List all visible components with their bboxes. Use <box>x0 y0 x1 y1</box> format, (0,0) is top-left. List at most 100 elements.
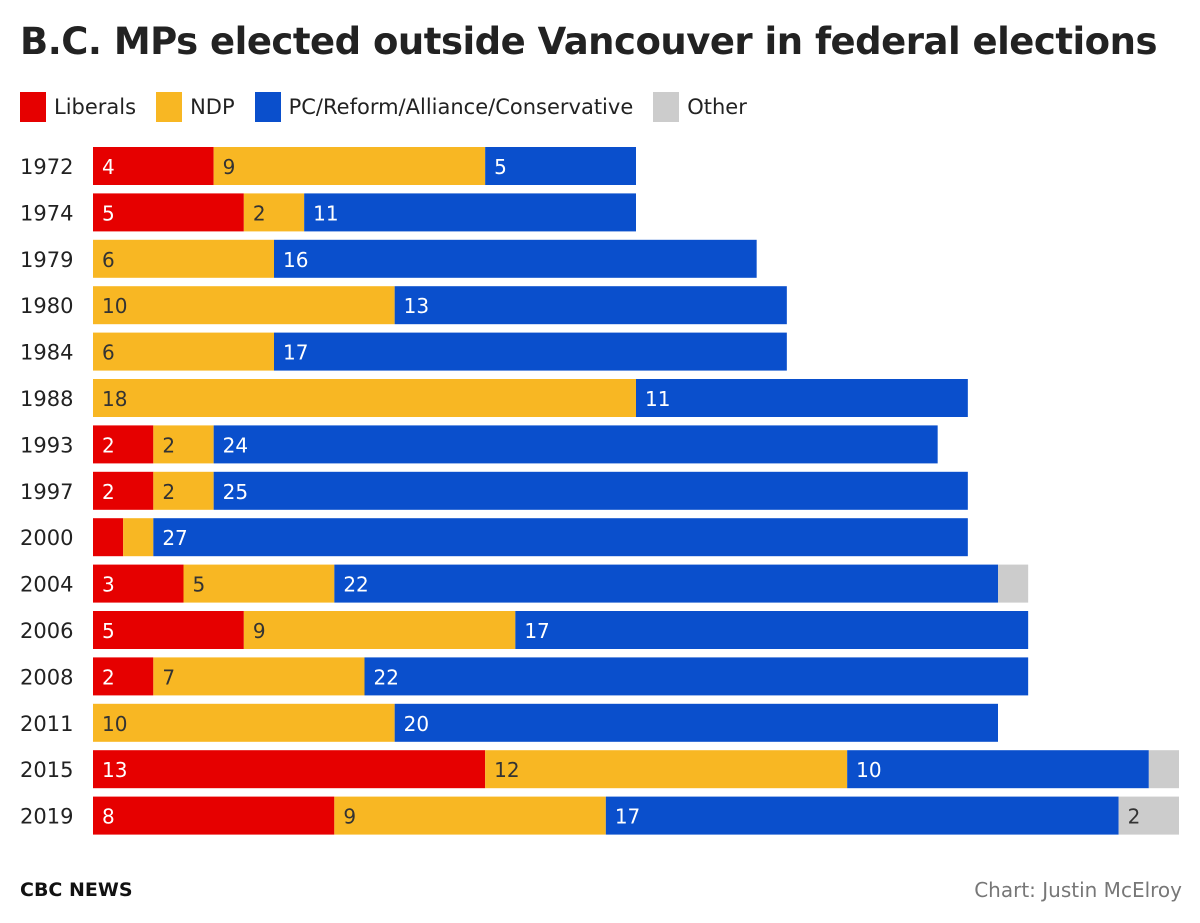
legend-swatch-ndp <box>156 92 183 122</box>
chart-credit: Chart: Justin McElroy <box>974 878 1182 902</box>
bar-label-1972-liberals: 4 <box>102 155 115 179</box>
bar-label-2006-ndp: 9 <box>253 619 266 643</box>
bar-1980-conservative <box>394 286 787 325</box>
bar-label-2004-conservative: 22 <box>343 573 368 597</box>
bar-2006-conservative <box>515 611 1029 649</box>
year-label-1974: 1974 <box>20 201 73 225</box>
bar-1972-liberals <box>93 147 214 185</box>
bar-1974-liberals <box>93 193 244 232</box>
bar-label-1980-conservative: 13 <box>404 294 429 318</box>
bar-label-2015-ndp: 12 <box>494 758 519 782</box>
bar-2000-ndp <box>123 518 154 557</box>
bar-label-2019-ndp: 9 <box>343 805 356 829</box>
bar-label-1997-liberals: 2 <box>102 480 115 504</box>
bar-2019-other <box>1118 796 1179 835</box>
year-label-2019: 2019 <box>20 805 73 829</box>
bar-label-1988-conservative: 11 <box>645 387 670 411</box>
bar-1984-conservative <box>274 332 787 371</box>
bar-label-1993-ndp: 2 <box>162 433 175 457</box>
bar-2004-other <box>998 564 1029 603</box>
bar-2019-liberals <box>93 796 335 835</box>
bar-label-1974-ndp: 2 <box>253 201 266 225</box>
legend-label-conservative: PC/Reform/Alliance/Conservative <box>288 95 634 119</box>
bar-1988-ndp <box>93 379 636 417</box>
year-label-1988: 1988 <box>20 387 73 411</box>
bar-label-2004-liberals: 3 <box>102 573 115 597</box>
year-label-1980: 1980 <box>20 294 73 318</box>
bar-2006-ndp <box>243 611 516 649</box>
bar-1997-ndp <box>153 471 214 510</box>
bar-label-1974-conservative: 11 <box>313 201 338 225</box>
bar-label-1979-ndp: 6 <box>102 248 115 272</box>
bar-label-1993-liberals: 2 <box>102 433 115 457</box>
bar-1997-conservative <box>213 471 968 510</box>
legend-label-ndp: NDP <box>190 95 235 119</box>
bar-label-1993-conservative: 24 <box>223 433 248 457</box>
bar-label-2019-conservative: 17 <box>615 805 640 829</box>
year-label-1984: 1984 <box>20 341 73 365</box>
bar-2019-conservative <box>605 796 1119 835</box>
bar-label-1984-conservative: 17 <box>283 341 308 365</box>
bar-label-1972-ndp: 9 <box>223 155 236 179</box>
legend-label-liberals: Liberals <box>54 95 137 119</box>
bar-label-2006-liberals: 5 <box>102 619 115 643</box>
bar-label-1997-conservative: 25 <box>223 480 248 504</box>
legend-swatch-conservative <box>254 92 281 122</box>
bar-1993-liberals <box>93 425 154 464</box>
bar-1974-conservative <box>304 193 636 232</box>
year-label-2004: 2004 <box>20 573 73 597</box>
bar-1997-liberals <box>93 471 154 510</box>
bar-2015-ndp <box>485 750 848 789</box>
bar-2015-other <box>1148 750 1179 789</box>
bar-label-1972-conservative: 5 <box>494 155 507 179</box>
bar-label-2011-conservative: 20 <box>404 712 429 736</box>
bar-2019-ndp <box>334 796 606 835</box>
legend-item-liberals: Liberals <box>20 92 136 122</box>
bar-label-2008-conservative: 22 <box>374 665 399 689</box>
legend-swatch-liberals <box>20 92 46 122</box>
bar-label-2004-ndp: 5 <box>193 573 206 597</box>
bar-1972-ndp <box>213 147 486 185</box>
bar-2008-conservative <box>364 657 1029 696</box>
bar-1979-ndp <box>93 239 274 278</box>
bar-1993-ndp <box>153 425 214 464</box>
year-label-1972: 1972 <box>20 155 73 179</box>
bar-label-2008-ndp: 7 <box>162 665 175 689</box>
legend-item-conservative: PC/Reform/Alliance/Conservative <box>254 92 634 122</box>
bar-1980-ndp <box>93 286 395 325</box>
year-label-2006: 2006 <box>20 619 73 643</box>
year-label-1979: 1979 <box>20 248 73 272</box>
bar-2015-conservative <box>847 750 1149 789</box>
bar-2004-ndp <box>183 564 335 603</box>
year-label-2011: 2011 <box>20 712 73 736</box>
bar-2008-ndp <box>153 657 365 696</box>
bar-label-2015-conservative: 10 <box>856 758 881 782</box>
bar-label-2000-conservative: 27 <box>162 526 187 550</box>
bar-2004-liberals <box>93 564 184 603</box>
bar-2000-conservative <box>153 518 968 557</box>
bar-2015-liberals <box>93 750 486 789</box>
bar-label-1988-ndp: 18 <box>102 387 127 411</box>
bar-label-2006-conservative: 17 <box>524 619 549 643</box>
legend-item-ndp: NDP <box>156 92 235 122</box>
year-label-2015: 2015 <box>20 758 73 782</box>
bar-label-1979-conservative: 16 <box>283 248 308 272</box>
bar-2006-liberals <box>93 611 244 649</box>
year-label-1997: 1997 <box>20 480 73 504</box>
chart-title: B.C. MPs elected outside Vancouver in fe… <box>20 20 1157 63</box>
bar-1993-conservative <box>213 425 938 464</box>
bar-label-2015-liberals: 13 <box>102 758 127 782</box>
bar-label-2019-liberals: 8 <box>102 805 115 829</box>
bar-label-2011-ndp: 10 <box>102 712 127 736</box>
year-label-1993: 1993 <box>20 433 73 457</box>
bar-label-2019-other: 2 <box>1128 805 1141 829</box>
bar-2011-ndp <box>93 703 395 742</box>
bar-1972-conservative <box>485 147 636 185</box>
bar-2000-liberals <box>93 518 124 557</box>
year-label-2000: 2000 <box>20 526 73 550</box>
bar-2011-conservative <box>394 703 999 742</box>
bar-2004-conservative <box>334 564 998 603</box>
legend-label-other: Other <box>687 95 747 119</box>
bar-label-1984-ndp: 6 <box>102 341 115 365</box>
